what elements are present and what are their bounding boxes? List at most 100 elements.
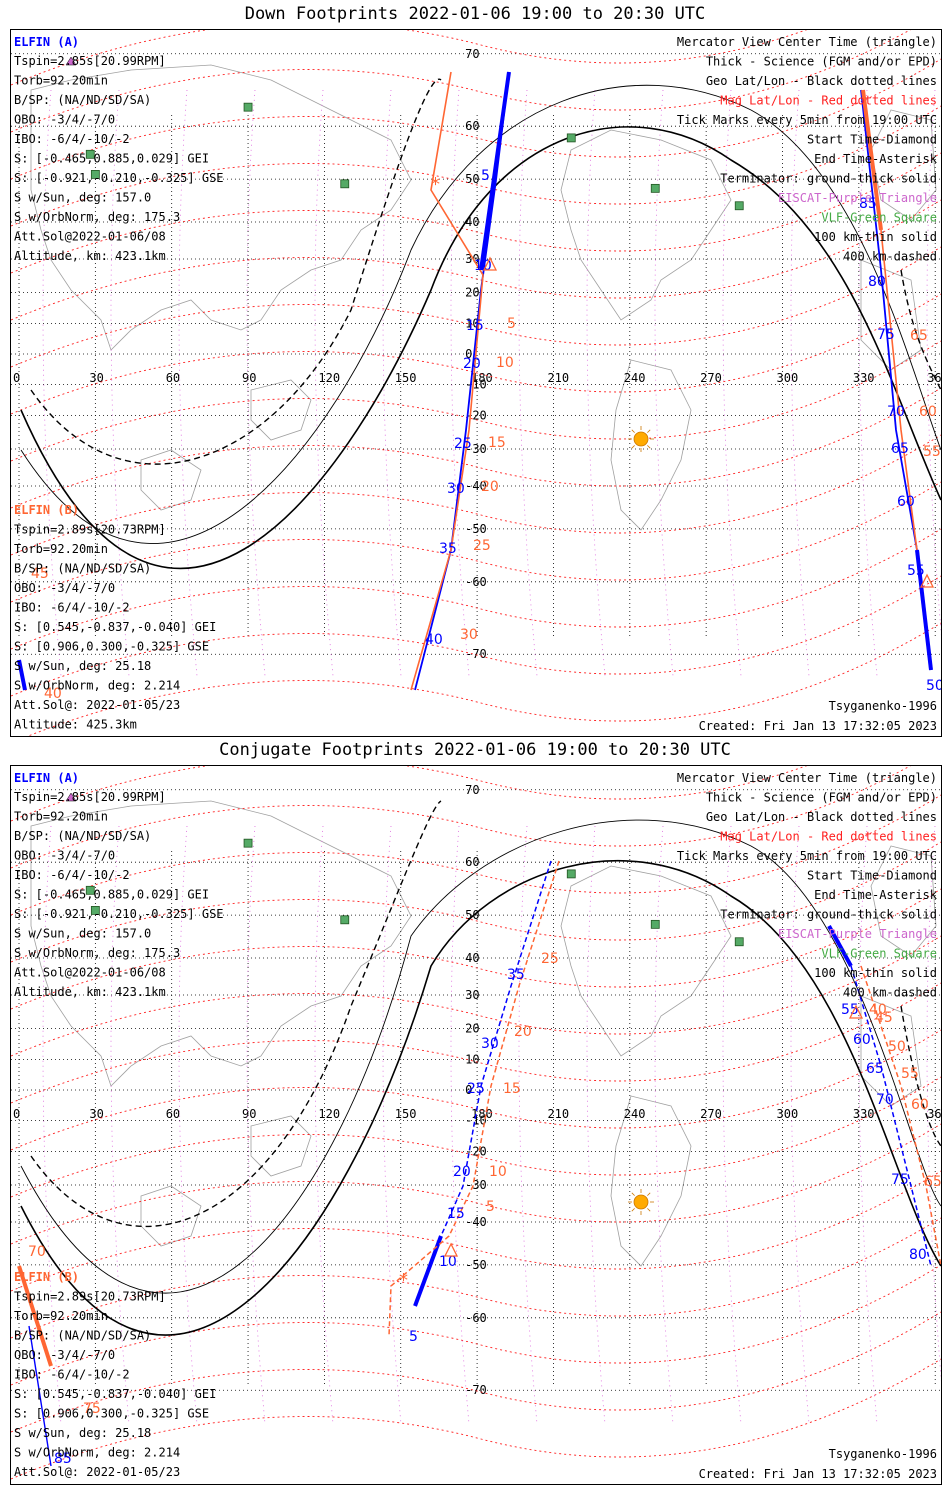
elfin-a-info-line: S w/OrbNorm, deg: 175.3 (14, 946, 180, 960)
lon-tick-label: 150 (395, 371, 417, 385)
elfin-b-tick-label: 5 (486, 1199, 495, 1215)
elfin-b-info-line: Torb=92.20min (14, 542, 108, 556)
elfin-a-science (413, 1235, 443, 1307)
lon-tick-label: 330 (853, 1107, 875, 1121)
lon-tick-label: 60 (166, 1107, 180, 1121)
land-outline (30, 800, 412, 1087)
mag-lat-curve (11, 1076, 941, 1198)
lon-tick-label: 0 (13, 1107, 20, 1121)
elfin-b-info-line: S w/OrbNorm, deg: 2.214 (14, 679, 180, 693)
legend-entry: EISCAT-Purple Triangle (778, 191, 937, 205)
elfin-a-info-line: Tspin=2.85s[20.99RPM] (14, 790, 166, 804)
elfin-b-info-line: IBO: -6/4/-10/-2 (14, 1368, 130, 1382)
terminator-ground (20, 126, 941, 570)
mag-lon-curve (586, 89, 606, 677)
lat-tick-label: 10 (465, 1053, 479, 1067)
lat-tick-label: -10 (465, 1113, 487, 1127)
conjugate-panel-title: Conjugate Footprints 2022-01-06 19:00 to… (219, 740, 731, 760)
terminator-400km-east (900, 1005, 941, 1147)
lon-tick-label: 120 (318, 1107, 340, 1121)
mag-lon-curve (314, 825, 334, 1425)
elfin-b-tick-label: 10 (489, 1164, 507, 1180)
mag-lon-curve (42, 89, 62, 677)
land-outline (870, 845, 937, 957)
land-outline (560, 129, 732, 321)
lat-tick-label: -10 (465, 377, 487, 391)
sun-ray (647, 1192, 651, 1196)
lat-tick-label: 40 (465, 215, 479, 229)
elfin-a-info-line: Att.Sol@2022-01-06/08 (14, 966, 166, 980)
lon-tick-label: 240 (624, 1107, 646, 1121)
conjugate-footprints-panel: 0306090120150180210240270300330360706050… (10, 765, 942, 1485)
elfin-a-tick-label: 65 (891, 441, 909, 457)
sun-ray (631, 1208, 635, 1212)
elfin-a-tick-label: 50 (926, 678, 941, 694)
vlf-site-square (734, 937, 744, 947)
land-outline (140, 449, 202, 511)
lat-tick-label: -60 (465, 575, 487, 589)
lat-tick-label: -60 (465, 1311, 487, 1325)
elfin-a-info-line: Torb=92.20min (14, 74, 108, 88)
terminator-100km (20, 819, 941, 1294)
mag-lat-curve (11, 58, 941, 180)
elfin-b-info-line: B/SP: (NA/ND/SD/SA) (14, 1329, 151, 1343)
elfin-b-info-line: S: [0.545,-0.837,-0.040] GEI (14, 1387, 216, 1401)
lon-tick-label: 0 (13, 371, 20, 385)
land-outline (860, 259, 922, 371)
elfin-a-label: ELFIN (A) (14, 35, 79, 49)
mag-lat-curve (11, 841, 941, 963)
elfin-b-info-line: S w/Sun, deg: 25.18 (14, 1426, 151, 1440)
vlf-site-square (90, 906, 100, 915)
sun-ray (647, 1208, 651, 1212)
lon-tick-label: 360 (927, 371, 941, 385)
lon-tick-label: 30 (89, 371, 103, 385)
elfin-a-track (440, 860, 552, 1237)
land-outline (610, 1095, 692, 1267)
elfin-a-info-line: S w/Sun, deg: 157.0 (14, 927, 151, 941)
elfin-a-info-line: IBO: -6/4/-10/-2 (14, 132, 130, 146)
lat-tick-label: -70 (465, 647, 487, 661)
lon-tick-label: 330 (853, 371, 875, 385)
vlf-site-square (243, 838, 253, 848)
legend-entry: 400 km-dashed (843, 986, 937, 1000)
elfin-a-info-line: Att.Sol@2022-01-06/08 (14, 230, 166, 244)
land-outline (860, 995, 922, 1107)
vlf-site-square (566, 133, 576, 143)
elfin-a-tick-label: 70 (887, 404, 905, 420)
footer-model: Tsyganenko-1996 (829, 699, 937, 713)
legend-entry: Geo Lat/Lon - Black dotted lines (706, 74, 937, 88)
lat-tick-label: 40 (465, 951, 479, 965)
mag-lat-curve (11, 246, 941, 368)
lat-tick-label: 70 (465, 47, 479, 61)
legend-entry: Mag Lat/Lon - Red dotted lines (720, 94, 937, 108)
mag-lon-curve (110, 825, 130, 1425)
elfin-b-info-line: Torb=92.20min (14, 1309, 108, 1323)
mag-lat-curve (11, 481, 941, 603)
land-outline (140, 1185, 202, 1247)
elfin-b-tick-label: 60 (919, 404, 937, 420)
elfin-a-tick-label: 30 (481, 1036, 499, 1052)
legend-entry: Mag Lat/Lon - Red dotted lines (720, 830, 937, 844)
mag-lat-curve (27, 622, 941, 736)
elfin-b-info-line: Tspin=2.89s[20.73RPM] (14, 523, 166, 537)
mag-lon-curve (382, 825, 402, 1425)
vlf-site-square (85, 885, 95, 895)
mag-lon-curve (722, 825, 742, 1425)
mag-lon-curve (858, 825, 878, 1425)
elfin-b-label: ELFIN (B) (14, 1270, 79, 1284)
elfin-b-info-line: Tspin=2.89s[20.73RPM] (14, 1290, 166, 1304)
mag-lon-curve (722, 89, 742, 677)
mag-lat-curve (11, 528, 941, 650)
elfin-a-tick-label: 60 (897, 494, 915, 510)
elfin-a-tick-label: 75 (891, 1172, 909, 1188)
elfin-b-tick-label: 15 (503, 1081, 521, 1097)
elfin-a-tick-label: 80 (868, 274, 886, 290)
elfin-a-science-east (827, 925, 853, 967)
elfin-b-info-line: OBO: -3/4/-7/0 (14, 581, 115, 595)
elfin-a-tick-label: 30 (447, 481, 465, 497)
elfin-a-tick-label: 40 (425, 632, 443, 648)
elfin-a-tick-label: 55 (907, 563, 925, 579)
lon-tick-label: 300 (777, 1107, 799, 1121)
legend-entry: Mercator View Center Time (triangle) (677, 771, 937, 785)
lon-tick-label: 120 (318, 371, 340, 385)
